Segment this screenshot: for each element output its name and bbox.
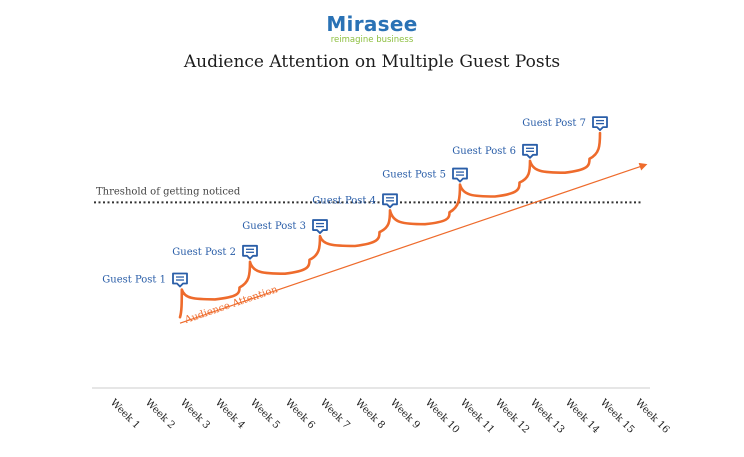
guest-post-marker-3 [312,219,328,234]
guest-post-label-2: Guest Post 2 [172,247,236,258]
x-tick-label: Week 10 [423,397,461,435]
guest-post-label-1: Guest Post 1 [102,275,166,286]
guest-post-marker-1 [172,272,188,288]
chart-title: Audience Attention on Multiple Guest Pos… [183,52,561,72]
x-tick-label: Week 6 [283,397,317,431]
guest-post-label-7: Guest Post 7 [522,118,586,129]
attention-line [178,131,602,319]
guest-post-marker-6 [522,143,538,159]
x-tick-label: Week 1 [108,397,142,431]
guest-post-marker-2 [242,244,258,260]
x-tick-label: Week 7 [318,397,352,431]
brand-tagline: reimagine business [330,35,414,45]
x-tick-label: Week 9 [388,397,422,431]
guest-post-marker-4 [382,193,398,209]
brand-logo: Mirasee reimagine business [0,12,744,45]
guest-post-label-5: Guest Post 5 [382,170,446,181]
x-tick-label: Week 13 [528,397,566,435]
trend-label: Audience Attention [182,284,279,326]
guest-post-marker-7 [592,116,608,131]
guest-post-marker-5 [452,167,468,183]
threshold-label: Threshold of getting noticed [96,186,241,197]
x-tick-label: Week 8 [353,397,387,431]
x-tick-label: Week 4 [213,397,247,431]
x-tick-label: Week 11 [458,397,496,435]
x-tick-label: Week 14 [563,397,601,435]
x-tick-label: Week 2 [143,397,177,431]
brand-name: Mirasee [326,12,418,36]
guest-post-label-4: Guest Post 4 [312,195,376,206]
x-tick-label: Week 5 [248,397,282,431]
guest-post-label-3: Guest Post 3 [242,221,306,232]
x-tick-label: Week 16 [633,397,671,435]
x-tick-label: Week 15 [598,397,636,435]
guest-post-label-6: Guest Post 6 [452,146,516,157]
x-tick-label: Week 3 [178,397,212,431]
trend-arrow [179,162,648,324]
x-tick-label: Week 12 [493,397,531,435]
